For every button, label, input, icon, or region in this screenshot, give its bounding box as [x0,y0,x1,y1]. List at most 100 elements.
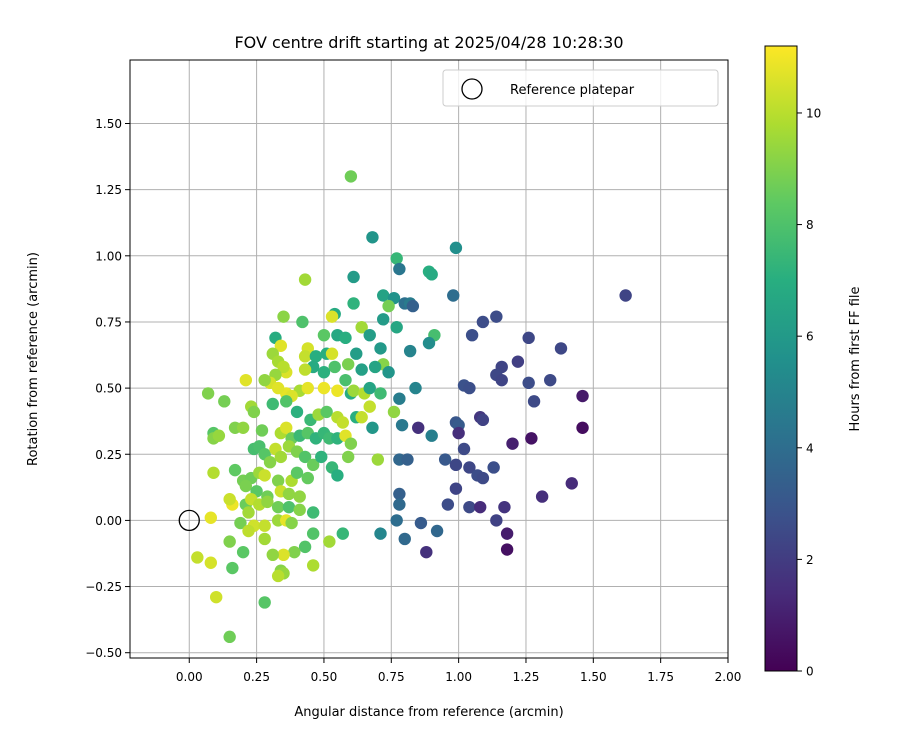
data-point [266,548,279,562]
data-point [506,437,519,450]
data-point [500,527,514,540]
data-point [452,426,465,440]
data-point [339,331,352,345]
data-point [258,373,271,387]
data-point [266,397,279,411]
data-point [374,527,387,540]
data-point [414,516,428,530]
data-point [387,405,401,419]
data-point [463,461,476,474]
data-point [296,315,309,329]
data-point [306,559,320,572]
data-point [363,381,376,395]
data-point [395,418,409,432]
data-point [525,432,538,445]
data-point [390,514,403,527]
data-point [476,471,490,485]
data-point [301,471,314,485]
data-point [274,339,288,352]
data-point [430,524,444,538]
data-point [309,350,323,363]
legend: Reference platepar [442,69,719,107]
data-point [258,596,271,609]
y-tick-label: 1.50 [95,117,122,131]
data-point [382,299,395,313]
data-point [487,461,500,474]
data-point [325,310,339,323]
data-point [258,532,271,546]
data-point [331,469,344,482]
data-point [406,299,420,313]
data-point [209,590,223,604]
data-point [301,381,314,395]
data-point [298,540,312,554]
data-point [576,421,589,434]
data-point [298,450,312,464]
data-point [204,511,218,524]
data-point [390,252,403,265]
data-point [366,231,379,244]
colorbar-ticks: 0 2 4 6 8 10 [797,106,821,679]
data-point [449,241,463,255]
data-point [306,506,320,519]
y-tick-label: −0.25 [85,580,122,594]
x-tick-label: 1.25 [513,670,540,684]
data-point [554,342,568,355]
data-point [576,389,589,403]
data-point [336,527,350,540]
x-tick-label: 2.00 [715,670,742,684]
data-point [344,437,358,450]
data-point [271,474,285,487]
data-point [261,495,274,509]
data-point [234,516,247,530]
data-point [223,493,236,506]
data-point [347,297,360,310]
data-point [363,328,376,342]
data-point [422,336,436,350]
data-point [476,315,490,329]
data-point [328,360,341,374]
data-point [226,561,239,575]
data-point [239,373,253,387]
data-point [255,424,269,437]
y-tick-label: 0.75 [95,315,122,329]
y-tick-label: 0.00 [95,514,122,528]
data-point [277,360,290,374]
data-point [457,442,471,456]
data-point [201,387,215,400]
data-point [403,344,417,358]
data-point [393,262,406,276]
data-point [374,387,387,400]
x-axis-label: Angular distance from reference (arcmin) [294,705,563,720]
data-point [323,535,336,548]
data-point [271,381,285,395]
data-point [298,350,312,363]
data-point [339,373,352,387]
data-point [293,503,306,517]
data-point [438,453,452,466]
data-point [377,313,390,326]
data-point [390,321,403,334]
data-point [498,500,511,514]
colorbar-tick-label: 6 [806,330,814,344]
legend-label-reference: Reference platepar [510,83,635,98]
x-tick-label: 0.25 [243,670,270,684]
chart-title: FOV centre drift starting at 2025/04/28 … [234,33,623,52]
data-point [258,469,271,482]
data-point [228,463,242,477]
data-point [325,347,339,360]
data-point [344,170,358,183]
data-point [223,535,236,548]
data-point [306,458,320,472]
data-point [331,384,344,397]
data-point [341,358,355,371]
colorbar-tick-label: 0 [806,665,814,679]
data-point [317,328,331,342]
data-point [465,328,479,342]
data-point [274,450,288,464]
data-point [490,514,503,527]
data-point [282,500,296,514]
colorbar-tick-label: 4 [806,441,814,455]
legend-marker-reference [461,78,483,100]
data-point [420,545,433,559]
